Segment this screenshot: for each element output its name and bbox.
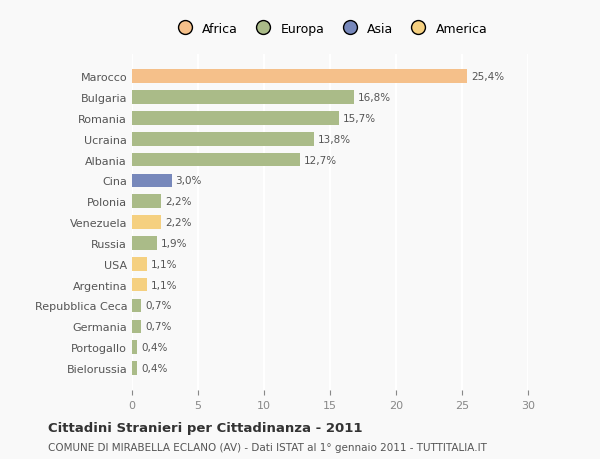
Text: 2,2%: 2,2% — [165, 218, 191, 228]
Text: COMUNE DI MIRABELLA ECLANO (AV) - Dati ISTAT al 1° gennaio 2011 - TUTTITALIA.IT: COMUNE DI MIRABELLA ECLANO (AV) - Dati I… — [48, 442, 487, 452]
Bar — [132, 174, 172, 188]
Text: 0,4%: 0,4% — [141, 363, 167, 373]
Bar — [132, 320, 141, 333]
Bar — [132, 341, 137, 354]
Bar — [132, 91, 354, 105]
Text: 2,2%: 2,2% — [165, 197, 191, 207]
Bar — [132, 133, 314, 146]
Text: 13,8%: 13,8% — [318, 134, 351, 145]
Text: 0,4%: 0,4% — [141, 342, 167, 353]
Text: 12,7%: 12,7% — [304, 155, 337, 165]
Bar — [132, 257, 146, 271]
Bar — [132, 278, 146, 292]
Text: 3,0%: 3,0% — [176, 176, 202, 186]
Bar — [132, 153, 299, 167]
Text: 0,7%: 0,7% — [145, 301, 172, 311]
Bar — [132, 361, 137, 375]
Text: Cittadini Stranieri per Cittadinanza - 2011: Cittadini Stranieri per Cittadinanza - 2… — [48, 421, 362, 435]
Bar — [132, 216, 161, 230]
Text: 16,8%: 16,8% — [358, 93, 391, 103]
Text: 1,1%: 1,1% — [151, 280, 177, 290]
Bar — [132, 112, 339, 125]
Text: 1,1%: 1,1% — [151, 259, 177, 269]
Legend: Africa, Europa, Asia, America: Africa, Europa, Asia, America — [167, 18, 493, 41]
Text: 0,7%: 0,7% — [145, 322, 172, 331]
Text: 25,4%: 25,4% — [471, 72, 505, 82]
Bar — [132, 70, 467, 84]
Text: 1,9%: 1,9% — [161, 238, 188, 248]
Bar — [132, 195, 161, 208]
Bar — [132, 299, 141, 313]
Text: 15,7%: 15,7% — [343, 114, 376, 123]
Bar — [132, 237, 157, 250]
